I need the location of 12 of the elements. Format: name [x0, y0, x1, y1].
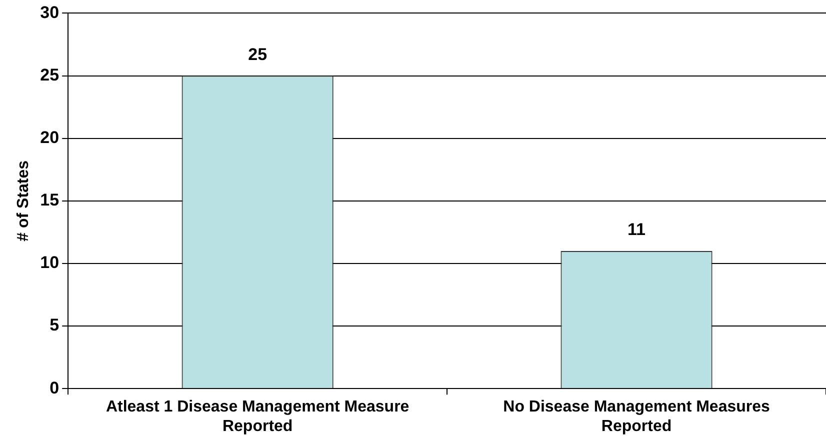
y-tick-label: 30	[40, 2, 60, 22]
y-axis-title: # of States	[15, 160, 32, 242]
y-tick-label: 25	[40, 65, 60, 84]
data-label: 25	[248, 44, 268, 64]
x-tick-label: Atleast 1 Disease Management Measure Reported	[106, 398, 410, 435]
data-label: 11	[628, 220, 646, 240]
y-tick-label: 15	[40, 190, 60, 210]
y-tick-label: 5	[50, 316, 60, 335]
y-tick-label: 10	[40, 253, 60, 272]
x-tick-label: No Disease Management Measures Reported	[503, 398, 770, 435]
y-tick-label: 20	[40, 128, 60, 148]
y-tick-label: 0	[50, 378, 60, 398]
